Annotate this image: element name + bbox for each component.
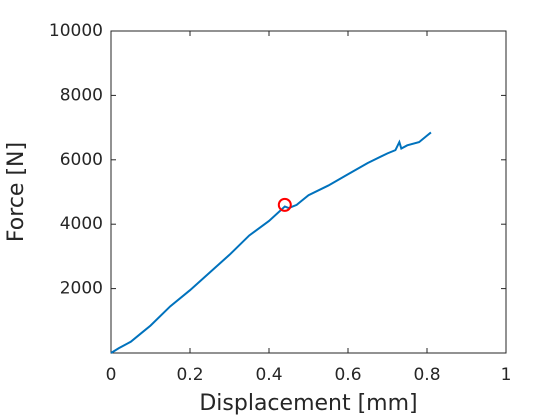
x-tick-label: 0.4 <box>255 365 282 385</box>
x-axis-label: Displacement [mm] <box>199 391 417 416</box>
x-tick-label: 0.6 <box>334 365 361 385</box>
y-axis-label: Force [N] <box>4 142 29 242</box>
y-tick-label: 4000 <box>60 214 103 234</box>
data-line <box>110 131 432 354</box>
x-tick-label: 0 <box>106 365 117 385</box>
axes-box <box>110 30 507 354</box>
x-tick-label: 0.8 <box>413 365 440 385</box>
x-tick-label: 0.2 <box>176 365 203 385</box>
y-tick-label: 2000 <box>60 279 103 299</box>
x-tick-label: 1 <box>501 365 512 385</box>
y-tick-label: 8000 <box>60 85 103 105</box>
marker <box>277 197 292 212</box>
y-tick-label: 10000 <box>49 21 103 41</box>
y-tick-label: 6000 <box>60 150 103 170</box>
